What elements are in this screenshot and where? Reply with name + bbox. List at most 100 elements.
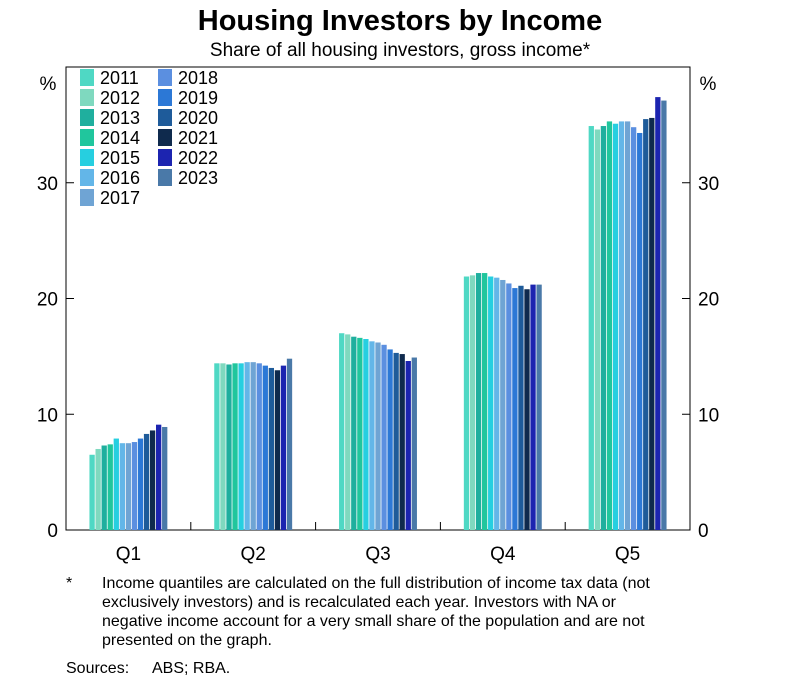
sources-line: Sources: ABS; RBA. — [66, 659, 230, 678]
legend-swatch-2022 — [158, 149, 172, 166]
bar-q1-2013 — [101, 445, 107, 530]
legend-label-2023: 2023 — [178, 168, 218, 188]
footnote-text: Income quantiles are calculated on the f… — [102, 575, 650, 649]
bar-q3-2015 — [363, 339, 369, 530]
x-tick-label-q2: Q2 — [241, 544, 266, 565]
bar-q5-2017 — [624, 121, 631, 531]
bar-q3-2016 — [369, 341, 375, 530]
bar-q2-2017 — [250, 362, 256, 530]
bar-q3-2014 — [357, 337, 363, 530]
bar-q2-2013 — [226, 364, 232, 530]
legend-swatch-2023 — [158, 169, 172, 186]
bar-q2-2020 — [268, 367, 274, 530]
legend-swatch-2021 — [158, 129, 172, 146]
bar-q5-2015 — [612, 123, 619, 530]
bar-q4-2013 — [475, 273, 482, 530]
bar-q4-2019 — [512, 288, 518, 530]
bar-q3-2012 — [345, 334, 351, 530]
bar-q5-2011 — [588, 126, 594, 530]
bar-q1-2018 — [131, 442, 138, 530]
bar-q1-2015 — [113, 438, 119, 530]
bar-q5-2012 — [594, 129, 600, 530]
bar-q3-2019 — [387, 349, 393, 530]
legend-label-2013: 2013 — [100, 108, 140, 128]
bar-q3-2021 — [399, 354, 405, 530]
legend-swatch-2019 — [158, 89, 172, 106]
legend-label-2021: 2021 — [178, 128, 218, 148]
legend-swatch-2011 — [80, 69, 94, 86]
bar-q5-2019 — [637, 132, 643, 531]
bar-q1-2017 — [125, 443, 132, 530]
bar-q1-2011 — [89, 454, 95, 530]
bar-q5-2018 — [631, 127, 637, 530]
bar-q4-2022 — [530, 284, 536, 530]
bar-q1-2023 — [162, 426, 168, 530]
bar-q2-2018 — [256, 363, 262, 530]
legend-swatch-2020 — [158, 109, 172, 126]
x-tick-label-q3: Q3 — [365, 544, 390, 565]
y-tick-label-right: 20 — [698, 290, 719, 311]
bar-q3-2011 — [339, 333, 345, 530]
bar-q5-2022 — [655, 97, 661, 530]
legend-swatch-2012 — [80, 89, 94, 106]
x-tick-label-q1: Q1 — [116, 544, 141, 565]
bar-q2-2016 — [244, 362, 250, 530]
bar-q2-2021 — [274, 370, 281, 530]
y-tick-label-left: 10 — [37, 405, 58, 426]
footnote-marker: * — [66, 575, 73, 592]
bar-q4-2023 — [536, 284, 542, 530]
y-tick-label-left: 0 — [47, 521, 58, 542]
bar-q5-2023 — [661, 100, 667, 530]
legend-label-2020: 2020 — [178, 108, 218, 128]
bar-q5-2016 — [618, 121, 625, 531]
y-tick-label-left: 30 — [37, 174, 58, 195]
bar-q2-2019 — [262, 365, 268, 530]
bar-q5-2021 — [649, 117, 655, 531]
legend-label-2015: 2015 — [100, 148, 140, 168]
bar-q5-2020 — [643, 119, 649, 530]
x-tick-label-q5: Q5 — [615, 544, 640, 565]
bar-q5-2014 — [606, 121, 613, 531]
bar-q3-2018 — [381, 344, 387, 530]
y-unit-label-left: % — [40, 74, 57, 95]
y-tick-label-right: 0 — [698, 521, 709, 542]
bar-q4-2016 — [494, 277, 500, 530]
sources-label: Sources: — [66, 660, 130, 677]
bar-q3-2022 — [405, 361, 411, 530]
legend-label-2017: 2017 — [100, 188, 140, 208]
bar-q1-2014 — [107, 444, 113, 530]
bar-q4-2018 — [506, 283, 512, 530]
legend-swatch-2013 — [80, 109, 94, 126]
bar-q5-2013 — [600, 126, 607, 530]
legend-swatch-2017 — [80, 189, 94, 206]
y-tick-label-right: 10 — [698, 405, 719, 426]
bar-q3-2020 — [393, 352, 399, 530]
y-tick-label-right: 30 — [698, 174, 719, 195]
bar-q1-2012 — [95, 448, 101, 530]
bar-q4-2017 — [500, 279, 506, 530]
bar-q2-2014 — [232, 363, 238, 530]
bar-q2-2012 — [220, 363, 226, 530]
bar-q1-2019 — [137, 438, 144, 530]
bar-q4-2021 — [524, 289, 530, 530]
legend-label-2011: 2011 — [100, 68, 139, 88]
bar-q3-2017 — [375, 342, 381, 530]
x-tick-label-q4: Q4 — [490, 544, 516, 565]
y-tick-label-left: 20 — [37, 290, 58, 311]
chart-subtitle: Share of all housing investors, gross in… — [209, 40, 591, 61]
sources-text: ABS; RBA. — [152, 660, 231, 677]
legend-label-2012: 2012 — [100, 88, 140, 108]
legend-label-2019: 2019 — [178, 88, 218, 108]
bar-q2-2022 — [280, 365, 287, 530]
y-unit-label-right: % — [700, 74, 717, 95]
legend-label-2016: 2016 — [100, 168, 140, 188]
bar-q4-2012 — [469, 275, 476, 530]
bar-q1-2022 — [156, 424, 162, 530]
legend-swatch-2016 — [80, 169, 94, 186]
legend-swatch-2015 — [80, 149, 94, 166]
legend-label-2018: 2018 — [178, 68, 218, 88]
bar-q4-2011 — [463, 276, 470, 530]
bar-q2-2023 — [286, 358, 293, 530]
